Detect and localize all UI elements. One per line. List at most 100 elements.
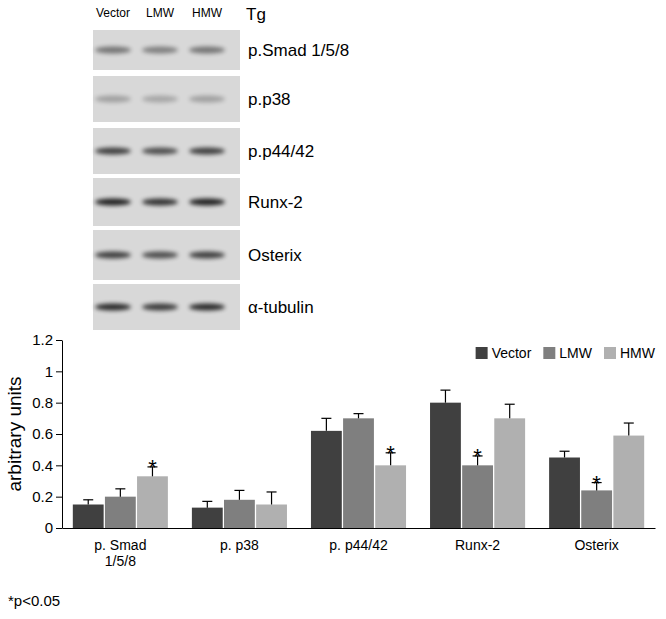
error-stem <box>271 492 272 505</box>
blot-strip <box>93 230 240 280</box>
tick: 0 <box>45 519 62 536</box>
row-label: p.p38 <box>248 90 291 109</box>
error-stem <box>207 501 208 507</box>
lane-label: HMW <box>192 6 223 20</box>
legend-swatch <box>543 347 555 359</box>
blot-band <box>95 304 131 311</box>
bar <box>105 497 136 528</box>
error-stem <box>326 418 327 431</box>
error-bar <box>234 490 244 499</box>
bar <box>581 490 612 528</box>
lane-label: LMW <box>146 6 175 20</box>
legend-swatch <box>604 347 616 359</box>
tick: 1 <box>45 363 62 380</box>
blot-panel: VectorLMWHMWTgp.Smad 1/5/8p.p38p.p44/42R… <box>93 5 349 330</box>
axis-line <box>63 528 656 529</box>
error-stem <box>239 490 240 499</box>
blot-band <box>189 199 225 206</box>
error-bar <box>83 500 93 505</box>
legend-item: LMW <box>543 345 592 361</box>
error-stem <box>120 489 121 497</box>
lane-label: Vector <box>96 6 130 20</box>
legend-label: Vector <box>492 345 532 361</box>
row-label: α-tubulin <box>248 298 314 317</box>
tick: 0.8 <box>32 394 62 411</box>
tick-label: p. p44/42 <box>329 537 388 553</box>
tick: 0.4 <box>32 457 62 474</box>
tick-label: 0 <box>45 519 53 536</box>
bar <box>311 431 342 528</box>
blot-band <box>95 96 131 103</box>
row-label: Osterix <box>248 246 302 265</box>
blot-strip <box>93 76 240 122</box>
tick-mark <box>56 465 62 466</box>
blot-band <box>189 148 225 155</box>
significance-mark: * <box>148 455 157 480</box>
legend-label: LMW <box>559 345 592 361</box>
tick-mark <box>56 371 62 372</box>
blot-band <box>142 148 178 155</box>
error-cap <box>440 390 450 391</box>
row-label: Runx-2 <box>248 193 303 212</box>
blot-band <box>142 96 178 103</box>
blot-band <box>142 199 178 206</box>
error-bar <box>354 414 364 419</box>
tick-label: p. p38 <box>220 537 259 553</box>
legend: Vector LMW HMW <box>476 345 656 361</box>
series <box>73 390 580 528</box>
bar <box>343 418 374 528</box>
error-bar <box>440 390 450 403</box>
bar <box>73 505 104 529</box>
tick: p. Smad1/5/8 <box>94 537 146 569</box>
error-cap <box>115 488 125 489</box>
y-axis: 00.20.40.60.811.2 <box>32 331 62 536</box>
series <box>137 404 644 528</box>
bar <box>256 505 287 529</box>
blot-strip <box>93 178 240 226</box>
axis-line <box>62 341 63 529</box>
bar <box>224 500 255 528</box>
blot-strip <box>93 30 240 70</box>
error-cap <box>83 499 93 500</box>
row-label: p.Smad 1/5/8 <box>248 41 349 60</box>
error-bar <box>505 404 515 418</box>
tick-label: Runx-2 <box>455 537 500 553</box>
error-cap <box>234 490 244 491</box>
error-bar <box>115 489 125 497</box>
tick-mark <box>56 434 62 435</box>
error-bar <box>624 423 634 436</box>
tick-mark <box>56 528 62 529</box>
significance-mark: * <box>386 441 395 466</box>
tick-label: 0.2 <box>32 488 53 505</box>
blot-band <box>95 47 131 54</box>
tick: 0.2 <box>32 488 62 505</box>
bar <box>613 436 644 528</box>
error-cap <box>624 422 634 423</box>
blot-band <box>95 148 131 155</box>
tick: 1.2 <box>32 331 62 348</box>
blot-band <box>189 47 225 54</box>
blot-strip <box>93 128 240 174</box>
error-stem <box>628 423 629 436</box>
tick-label: 0.8 <box>32 394 53 411</box>
blot-band <box>189 96 225 103</box>
significance-mark: * <box>473 444 482 469</box>
annotations: * * * * <box>148 441 601 496</box>
significance-mark: * <box>592 471 601 496</box>
tick-label: 1 <box>45 363 53 380</box>
error-bar <box>560 451 570 457</box>
group-label: Tg <box>246 5 266 24</box>
legend-label: HMW <box>620 345 656 361</box>
blot-band <box>142 252 178 259</box>
error-bar <box>267 492 277 505</box>
error-cap <box>560 451 570 452</box>
legend-item: HMW <box>604 345 656 361</box>
bar <box>192 508 223 528</box>
bar <box>549 458 580 529</box>
footnote: *p<0.05 <box>8 592 60 609</box>
bar <box>375 465 406 528</box>
tick-mark <box>56 497 62 498</box>
blot-band <box>95 252 131 259</box>
error-bar <box>202 501 212 507</box>
error-cap <box>354 413 364 414</box>
